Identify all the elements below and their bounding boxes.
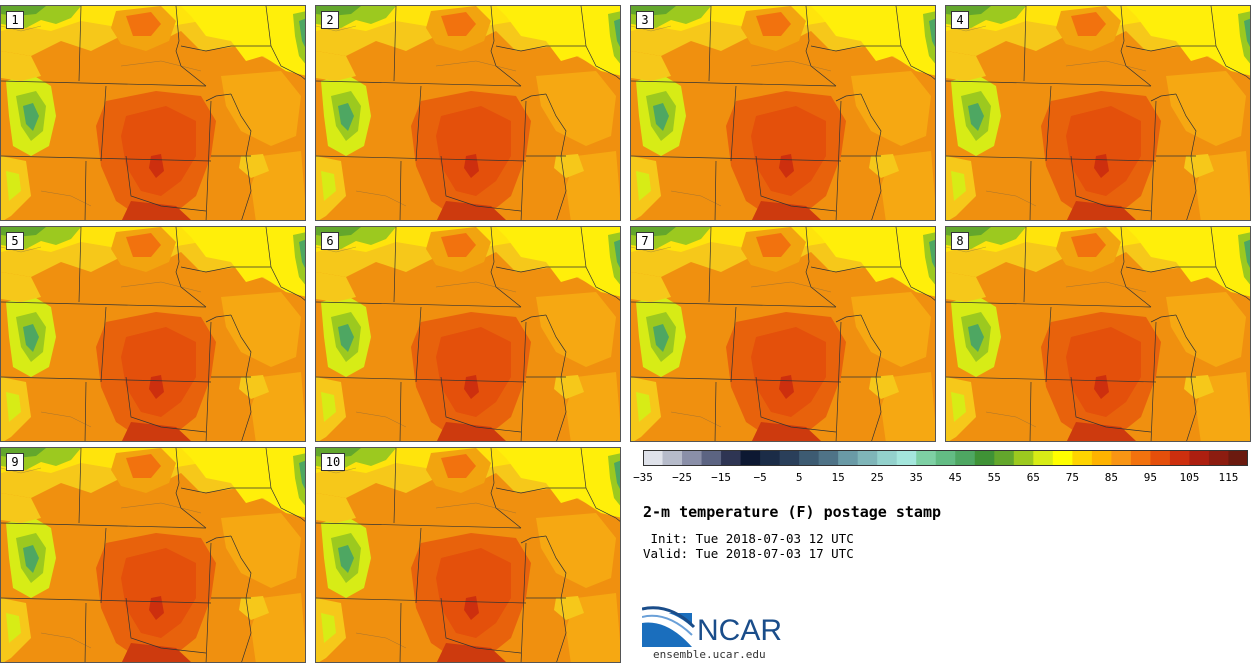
ncar-logo-icon — [642, 606, 696, 647]
colorbar-swatch — [1111, 450, 1132, 466]
colorbar-swatch — [643, 450, 664, 466]
temperature-map — [1, 448, 306, 663]
colorbar-swatch — [974, 450, 995, 466]
colorbar-swatch — [1169, 450, 1190, 466]
valid-time: Valid: Tue 2018-07-03 17 UTC — [643, 546, 854, 561]
colorbar-swatch — [838, 450, 859, 466]
colorbar-swatch — [1052, 450, 1073, 466]
colorbar-swatch — [1130, 450, 1151, 466]
member-label: 4 — [951, 11, 969, 29]
temperature-colorbar — [643, 450, 1249, 466]
member-panel-3: 3 — [630, 5, 936, 221]
member-label: 2 — [321, 11, 339, 29]
member-label: 7 — [636, 232, 654, 250]
colorbar-tick-label: 5 — [795, 471, 803, 484]
colorbar-swatch — [760, 450, 781, 466]
colorbar-tick-label: −25 — [672, 471, 692, 484]
member-panel-2: 2 — [315, 5, 621, 221]
temperature-map — [1, 6, 306, 221]
colorbar-tick-label: 115 — [1218, 471, 1239, 484]
temperature-map — [316, 448, 621, 663]
member-panel-4: 4 — [945, 5, 1251, 221]
logo-wordmark: NCAR — [697, 614, 783, 647]
colorbar-swatch — [1208, 450, 1229, 466]
temperature-map — [316, 227, 621, 442]
colorbar-swatch — [662, 450, 683, 466]
colorbar-swatch — [701, 450, 722, 466]
colorbar-tick-label: 55 — [987, 471, 1001, 484]
colorbar-swatch — [818, 450, 839, 466]
member-panel-1: 1 — [0, 5, 306, 221]
colorbar-swatch — [935, 450, 956, 466]
temperature-map — [946, 227, 1251, 442]
colorbar-tick-label: −15 — [711, 471, 731, 484]
member-label: 9 — [6, 453, 24, 471]
colorbar-tick-label: −5 — [753, 471, 767, 484]
colorbar-swatch — [1033, 450, 1054, 466]
colorbar-swatch — [1150, 450, 1171, 466]
colorbar-tick-label: 75 — [1065, 471, 1079, 484]
colorbar-swatch — [1072, 450, 1093, 466]
colorbar-tick-label: 65 — [1026, 471, 1040, 484]
colorbar-swatch — [779, 450, 800, 466]
member-panel-9: 9 — [0, 447, 306, 663]
colorbar-swatch — [1189, 450, 1210, 466]
colorbar-tick-label: 105 — [1179, 471, 1200, 484]
colorbar-swatch — [916, 450, 937, 466]
colorbar-swatch — [994, 450, 1015, 466]
colorbar-tick-label: 95 — [1143, 471, 1158, 484]
temperature-map — [946, 6, 1251, 221]
member-label: 3 — [636, 11, 654, 29]
colorbar-tick-label: 15 — [831, 471, 845, 484]
colorbar-swatch — [896, 450, 917, 466]
colorbar-swatch — [721, 450, 742, 466]
member-label: 10 — [321, 453, 345, 471]
colorbar-swatch — [857, 450, 878, 466]
colorbar-tick-label: −35 — [633, 471, 653, 484]
member-label: 6 — [321, 232, 339, 250]
colorbar-swatch — [1013, 450, 1034, 466]
temperature-map — [1, 227, 306, 442]
colorbar-tick-label: 25 — [870, 471, 884, 484]
member-panel-5: 5 — [0, 226, 306, 442]
colorbar-tick-label: 85 — [1104, 471, 1118, 484]
colorbar-swatch — [1091, 450, 1112, 466]
temperature-map — [631, 6, 936, 221]
member-label: 5 — [6, 232, 24, 250]
temperature-map — [631, 227, 936, 442]
member-panel-7: 7 — [630, 226, 936, 442]
colorbar-swatch — [799, 450, 820, 466]
colorbar-swatch — [1228, 450, 1249, 466]
site-url[interactable]: ensemble.ucar.edu — [653, 648, 766, 661]
member-label: 1 — [6, 11, 24, 29]
member-panel-6: 6 — [315, 226, 621, 442]
colorbar-tick-label: 45 — [948, 471, 962, 484]
colorbar-swatch — [740, 450, 761, 466]
colorbar-swatch — [682, 450, 703, 466]
plot-title: 2-m temperature (F) postage stamp — [643, 503, 942, 521]
member-panel-8: 8 — [945, 226, 1251, 442]
colorbar-swatch — [955, 450, 976, 466]
temperature-map — [316, 6, 621, 221]
init-time: Init: Tue 2018-07-03 12 UTC — [643, 531, 854, 546]
member-panel-10: 10 — [315, 447, 621, 663]
colorbar-tick-label: 35 — [909, 471, 923, 484]
member-label: 8 — [951, 232, 969, 250]
colorbar-swatch — [877, 450, 898, 466]
